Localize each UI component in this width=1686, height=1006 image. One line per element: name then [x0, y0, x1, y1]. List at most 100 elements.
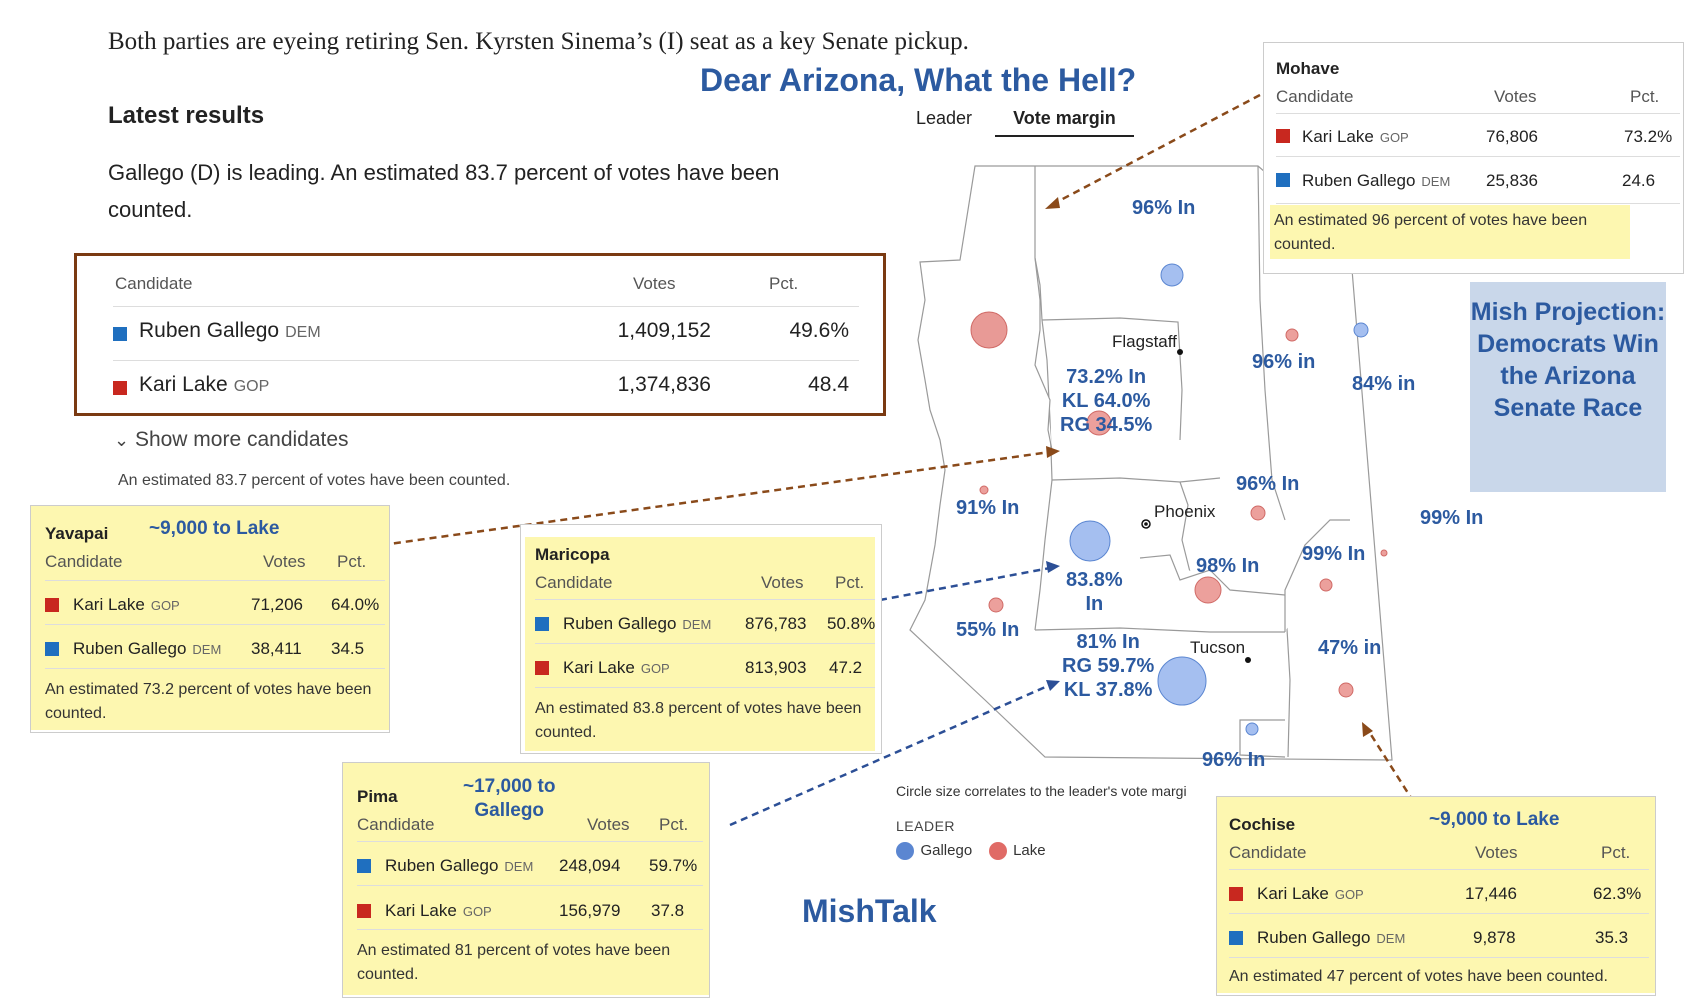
label-maricopa-in: 83.8% In: [1066, 569, 1123, 615]
legend-note: Circle size correlates to the leader's v…: [896, 783, 1187, 799]
popup-margin-note: ~17,000 to Gallego: [463, 776, 556, 821]
label-apache-in: 84% in: [1352, 373, 1416, 395]
city-label-flagstaff: Flagstaff: [1112, 332, 1177, 351]
county-line: [1284, 519, 1350, 632]
tab-vote-margin[interactable]: Vote margin: [995, 104, 1134, 137]
label-graham-in: 99% In: [1302, 543, 1366, 565]
col-header-pct: Pct.: [769, 274, 799, 293]
popup-header-votes: Votes: [1494, 87, 1537, 106]
vote-count: 17,446: [1465, 884, 1517, 903]
vote-count: 876,783: [745, 614, 807, 633]
vote-pct: 24.6: [1622, 171, 1656, 190]
vote-count: 9,878: [1473, 928, 1516, 947]
vote-pct: 59.7%: [649, 856, 698, 875]
lake-circle-cochise: [1338, 682, 1354, 698]
label-yavapai-results: 73.2% In KL 64.0% RG 34.5%: [1060, 366, 1153, 436]
vote-pct: 48.4: [808, 373, 849, 396]
popup-header-pct: Pct.: [835, 573, 865, 592]
popup-header-pct: Pct.: [659, 815, 689, 834]
col-header-votes: Votes: [633, 274, 676, 293]
vote-pct: 37.8: [651, 901, 685, 920]
cochise-popup: Cochise ~9,000 to Lake Candidate Votes P…: [1216, 796, 1656, 996]
popup-county-title: Pima: [357, 787, 398, 806]
popup-header-votes: Votes: [761, 573, 804, 592]
candidate-name: Kari Lake: [139, 373, 228, 396]
lake-circle-yuma: [988, 597, 1004, 613]
arrowhead-pima: [1046, 680, 1060, 691]
county-line: [1257, 165, 1273, 481]
tab-leader[interactable]: Leader: [916, 108, 973, 128]
county-line: [1271, 479, 1286, 521]
gallego-circle-apache: [1353, 322, 1369, 338]
popup-estimate: An estimated 96 percent of votes have be…: [1274, 212, 1588, 253]
popup-header-candidate: Candidate: [1229, 843, 1307, 862]
vote-pct: 50.8%: [827, 614, 876, 633]
vote-pct: 62.3%: [1593, 884, 1642, 903]
gop-swatch: [535, 661, 549, 675]
overlay-headline: Dear Arizona, What the Hell?: [700, 62, 1137, 98]
lake-circle-yavapai: [1086, 410, 1112, 436]
popup-header-pct: Pct.: [1630, 87, 1660, 106]
table-row: Kari Lake GOP: [385, 901, 492, 920]
arrowhead-cochise: [1362, 722, 1373, 737]
table-row: Kari Lake GOP: [1257, 884, 1364, 903]
popup-header-pct: Pct.: [337, 552, 367, 571]
table-row: Ruben Gallego DEM: [1302, 171, 1451, 190]
dem-color-swatch: [113, 327, 127, 341]
dem-swatch: [45, 642, 59, 656]
lake-circle-greenlee: [1380, 549, 1388, 557]
party-label: DEM: [285, 324, 321, 341]
table-row: Ruben Gallego DEM: [1257, 928, 1406, 947]
arrowheads: [1045, 197, 1373, 737]
popup-header-candidate: Candidate: [357, 815, 435, 834]
popup-county-title: Yavapai: [45, 524, 109, 543]
mish-projection-box: Mish Projection: Democrats Win the Arizo…: [1470, 282, 1666, 492]
label-lapaz-in: 91% In: [956, 497, 1020, 519]
dem-swatch: [535, 617, 549, 631]
label-gila-in: 96% In: [1236, 473, 1300, 495]
mishtalk-watermark: MishTalk: [802, 893, 937, 929]
gallego-circle-coconino: [1160, 263, 1184, 287]
candidate-name: Ruben Gallego: [139, 319, 280, 342]
label-pinal-in: 98% In: [1196, 555, 1260, 577]
vote-pct: 49.6%: [789, 319, 849, 342]
popup-header-candidate: Candidate: [1276, 87, 1354, 106]
city-label-tucson: Tucson: [1190, 638, 1246, 657]
legend-heading: LEADER: [896, 818, 956, 834]
statewide-results-table: Candidate Votes Pct. Ruben Gallego DEM 1,…: [74, 253, 886, 416]
gallego-legend-dot: [896, 842, 914, 860]
popup-county-title: Maricopa: [535, 545, 610, 564]
lake-circle-pinal: [1194, 576, 1222, 604]
county-line: [1034, 627, 1285, 633]
vote-count: 1,374,836: [617, 373, 711, 396]
vote-pct: 35.3: [1595, 928, 1629, 947]
table-row: Ruben Gallego DEM 1,409,152 49.6%: [113, 306, 859, 361]
popup-county-title: Cochise: [1229, 815, 1296, 834]
gop-color-swatch: [113, 381, 127, 395]
label-santacruz-in: 96% In: [1202, 749, 1266, 771]
state-outline: [909, 165, 1393, 761]
table-row: Kari Lake GOP: [73, 595, 180, 614]
show-more-label: Show more candidates: [134, 428, 349, 451]
leader-circles: [970, 263, 1388, 736]
county-line: [1051, 477, 1221, 483]
vote-count: 25,836: [1486, 171, 1538, 190]
vote-count: 248,094: [559, 856, 621, 875]
popup-header-candidate: Candidate: [535, 573, 613, 592]
show-more-candidates-button[interactable]: ⌄ Show more candidates: [114, 428, 349, 452]
dem-swatch: [357, 859, 371, 873]
popup-estimate: An estimated 47 percent of votes have be…: [1229, 968, 1608, 985]
popup-header-candidate: Candidate: [45, 552, 123, 571]
gallego-circle-santacruz: [1245, 722, 1259, 736]
county-boundaries: [909, 165, 1393, 761]
city-label-phoenix: Phoenix: [1154, 502, 1216, 521]
legend: Gallego Lake: [896, 842, 1046, 860]
lake-legend-dot: [988, 842, 1007, 860]
popup-margin-note: ~9,000 to Lake: [1429, 809, 1560, 830]
popup-estimate: An estimated 83.8 percent of votes have …: [535, 700, 862, 741]
leading-summary: Gallego (D) is leading. An estimated 83.…: [108, 160, 780, 222]
label-greenlee-in: 99% In: [1420, 507, 1484, 529]
popup-header-votes: Votes: [1475, 843, 1518, 862]
gop-swatch: [45, 598, 59, 612]
col-header-candidate: Candidate: [115, 274, 193, 293]
